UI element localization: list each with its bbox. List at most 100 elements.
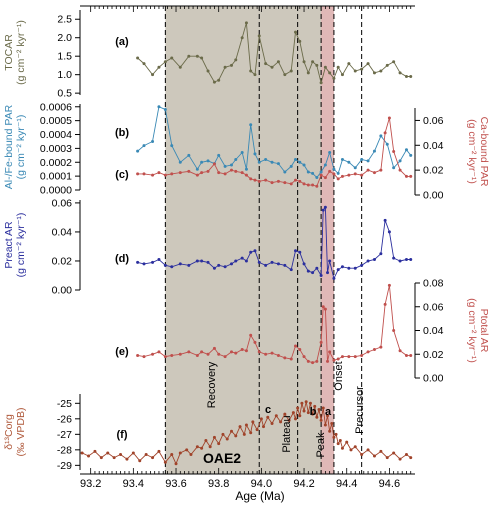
data-point-d bbox=[142, 262, 146, 266]
data-point-d bbox=[379, 252, 383, 256]
data-point-a bbox=[311, 60, 315, 64]
panel-tag-c: (c) bbox=[115, 169, 129, 181]
data-point-c bbox=[240, 171, 244, 175]
data-point-f bbox=[125, 457, 129, 461]
data-point-b bbox=[264, 157, 268, 161]
data-point-d bbox=[353, 266, 357, 270]
data-point-d bbox=[240, 256, 244, 260]
phase-label: Onset bbox=[333, 361, 345, 390]
oae2-shaded-interval bbox=[165, 6, 334, 474]
data-point-e bbox=[392, 329, 396, 332]
data-point-b bbox=[240, 151, 244, 155]
data-point-e bbox=[142, 355, 146, 359]
data-point-e bbox=[306, 359, 310, 363]
data-point-b bbox=[392, 166, 396, 170]
data-point-f bbox=[266, 415, 270, 419]
y-tick-label-f: -29 bbox=[57, 460, 72, 472]
data-point-e bbox=[276, 353, 280, 357]
data-point-b bbox=[315, 176, 319, 180]
data-point-e bbox=[163, 355, 167, 359]
x-tick-label: 94.2 bbox=[293, 478, 314, 490]
data-point-a bbox=[404, 75, 408, 79]
phase-label: Plateau bbox=[281, 415, 293, 452]
data-point-f bbox=[87, 454, 91, 458]
data-point-a bbox=[328, 71, 332, 75]
x-tick-label: 94.4 bbox=[336, 478, 357, 490]
data-point-b bbox=[270, 160, 274, 164]
data-point-b bbox=[353, 166, 357, 170]
data-point-c bbox=[323, 176, 327, 180]
data-point-b bbox=[336, 171, 340, 175]
data-point-c bbox=[387, 116, 391, 120]
axes-layer: 93.2 93.4 93.6 93.8 94.0 94.2 94.4 94.6 0.5 1.0 1.… bbox=[40, 10, 444, 490]
data-point-a bbox=[302, 60, 306, 64]
data-point-a bbox=[212, 80, 216, 84]
data-point-b bbox=[319, 170, 323, 174]
data-point-a bbox=[240, 36, 244, 40]
data-point-c bbox=[332, 172, 336, 176]
data-point-c bbox=[404, 174, 408, 178]
data-point-a bbox=[353, 69, 357, 73]
data-point-c bbox=[360, 173, 364, 177]
data-point-c bbox=[157, 171, 161, 175]
data-point-a bbox=[157, 65, 161, 69]
y-axis-title-line-c: Ca-bound PAR bbox=[478, 117, 490, 187]
data-point-d bbox=[306, 269, 310, 273]
y-tick-label-b: 0.0005 bbox=[40, 115, 72, 127]
data-point-a bbox=[206, 69, 210, 73]
data-point-f bbox=[255, 428, 259, 432]
data-point-c bbox=[302, 182, 306, 186]
data-point-f bbox=[138, 459, 142, 463]
data-point-d bbox=[321, 208, 325, 212]
x-tick-label: 93.4 bbox=[123, 478, 144, 490]
data-point-f bbox=[291, 411, 295, 415]
data-point-f bbox=[221, 432, 225, 436]
data-point-b bbox=[136, 149, 140, 153]
data-point-f bbox=[323, 423, 327, 427]
data-point-f bbox=[229, 429, 233, 433]
phase-label: Recovery bbox=[206, 361, 218, 408]
data-point-e bbox=[294, 344, 298, 348]
data-point-a bbox=[270, 65, 274, 69]
data-point-f bbox=[328, 429, 332, 433]
data-point-f bbox=[195, 445, 199, 449]
data-point-a bbox=[323, 65, 327, 69]
data-point-f bbox=[353, 445, 357, 449]
data-point-b bbox=[257, 160, 261, 164]
data-point-b bbox=[276, 162, 280, 166]
data-point-e bbox=[340, 355, 344, 359]
data-point-c bbox=[253, 178, 257, 182]
y-tick-label-b: 0.0003 bbox=[40, 143, 72, 155]
data-point-e bbox=[157, 350, 161, 354]
data-point-a bbox=[306, 71, 310, 75]
data-point-a bbox=[336, 65, 340, 69]
data-point-f bbox=[315, 415, 319, 419]
x-tick-label: 94.0 bbox=[251, 478, 272, 490]
data-point-c bbox=[366, 168, 370, 172]
data-point-f bbox=[204, 439, 208, 443]
y-axis-title-f: δ¹³Corg (‰ VPDB) bbox=[3, 407, 27, 456]
data-point-d bbox=[336, 268, 340, 272]
data-point-d bbox=[294, 249, 298, 253]
y-axis-title-line-b: Al-/Fe-bound PAR bbox=[3, 104, 15, 189]
onset-shaded-interval bbox=[321, 6, 334, 474]
y-tick-label-e: 0.04 bbox=[423, 325, 444, 337]
data-point-c bbox=[234, 169, 238, 173]
data-point-b bbox=[178, 160, 182, 164]
data-point-f bbox=[212, 435, 216, 439]
data-point-f bbox=[319, 418, 323, 422]
y-axis-title-a: TOCAR (g cm⁻² kyr⁻¹) bbox=[3, 20, 27, 85]
data-point-d bbox=[195, 259, 199, 263]
data-point-c bbox=[409, 174, 413, 178]
data-point-d bbox=[264, 263, 268, 267]
data-point-f bbox=[302, 409, 306, 413]
data-point-c bbox=[264, 178, 268, 182]
data-point-d bbox=[340, 265, 344, 269]
data-point-c bbox=[379, 168, 383, 172]
series-layer bbox=[80, 21, 413, 466]
data-point-f bbox=[259, 417, 263, 421]
data-point-b bbox=[151, 139, 155, 143]
data-point-b bbox=[347, 160, 351, 164]
phase-label: Precursor bbox=[354, 386, 366, 434]
